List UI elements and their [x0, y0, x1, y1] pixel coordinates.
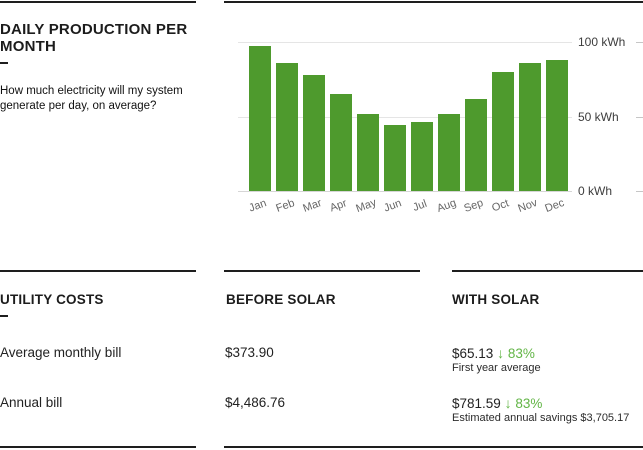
bar-mar[interactable] [303, 75, 325, 191]
row1-down-arrow-icon: ↓ [497, 345, 505, 361]
description-line1: How much electricity will my system [0, 85, 183, 97]
bar-aug[interactable] [438, 114, 460, 191]
bar-may[interactable] [357, 114, 379, 191]
x-axis-label-apr: Apr [328, 197, 349, 215]
gridline-100kwh [238, 42, 572, 43]
x-axis-label-dec: Dec [543, 196, 567, 215]
month-axis: Jan Feb Mar Apr May Jun Jul Aug Sep Oct Nov Dec [247, 196, 568, 216]
row2-down-arrow-icon: ↓ [504, 395, 512, 411]
divider-col3 [452, 270, 643, 272]
divider-col2 [224, 270, 420, 272]
row2-with-amount: $781.59 [452, 396, 501, 411]
row2-with-value: $781.59 ↓ 83% [452, 395, 542, 411]
y-axis-tick-0 [636, 191, 643, 192]
x-axis-label-aug: Aug [435, 196, 459, 215]
title-dash [0, 62, 8, 64]
bar-oct[interactable] [492, 72, 514, 191]
y-axis-label-0kwh: 0 kWh [578, 184, 613, 198]
divider-bottom-right [224, 446, 643, 448]
gridline-0kwh-baseline [238, 191, 572, 192]
row2-percent-savings: 83% [515, 396, 543, 411]
row2-label: Annual bill [0, 395, 63, 410]
divider-col1 [0, 270, 196, 272]
bar-jul[interactable] [411, 122, 433, 191]
y-axis-label-100kwh: 100 kWh [578, 35, 626, 49]
column-header-utility-costs: UTILITY COSTS [0, 292, 104, 307]
x-axis-label-nov: Nov [516, 196, 540, 215]
row1-label: Average monthly bill [0, 345, 122, 360]
divider-top-left [0, 1, 196, 3]
section-title-line1: DAILY PRODUCTION PER [0, 21, 188, 38]
section-title-line2: MONTH [0, 38, 56, 55]
bar-jun[interactable] [384, 125, 406, 191]
row1-before-value: $373.90 [225, 345, 274, 360]
bar-feb[interactable] [276, 63, 298, 191]
row1-percent-savings: 83% [507, 346, 535, 361]
x-axis-label-mar: Mar [300, 197, 323, 215]
y-axis-label-50kwh: 50 kWh [578, 110, 619, 124]
divider-top-right [224, 1, 643, 3]
utility-costs-dash [0, 315, 8, 317]
description-line2: generate per day, on average? [0, 100, 157, 112]
x-axis-label-may: May [354, 196, 378, 216]
y-axis-tick-100 [636, 42, 643, 43]
bar-group [249, 42, 568, 191]
row2-note: Estimated annual savings $3,705.17 [452, 412, 630, 424]
bar-apr[interactable] [330, 94, 352, 191]
column-header-before-solar: BEFORE SOLAR [226, 292, 336, 307]
gridline-50kwh [238, 117, 572, 118]
x-axis-label-jan: Jan [247, 197, 269, 215]
divider-bottom-left [0, 446, 196, 448]
section-title-daily-production: DAILY PRODUCTION PER MONTH [0, 21, 210, 55]
y-axis-tick-50 [636, 117, 643, 118]
bar-nov[interactable] [519, 63, 541, 191]
x-axis-label-oct: Oct [490, 197, 511, 215]
row2-before-value: $4,486.76 [225, 395, 286, 410]
column-header-with-solar: WITH SOLAR [452, 292, 540, 307]
bar-jan[interactable] [249, 46, 271, 191]
row1-note: First year average [452, 362, 541, 374]
bar-sep[interactable] [465, 99, 487, 191]
x-axis-label-sep: Sep [462, 196, 486, 215]
row1-with-amount: $65.13 [452, 346, 494, 361]
section-description: How much electricity will my system gene… [0, 84, 210, 114]
x-axis-label-jul: Jul [411, 197, 429, 214]
row1-with-value: $65.13 ↓ 83% [452, 345, 535, 361]
bar-dec[interactable] [546, 60, 568, 191]
x-axis-label-jun: Jun [382, 197, 404, 215]
x-axis-label-feb: Feb [273, 197, 296, 215]
